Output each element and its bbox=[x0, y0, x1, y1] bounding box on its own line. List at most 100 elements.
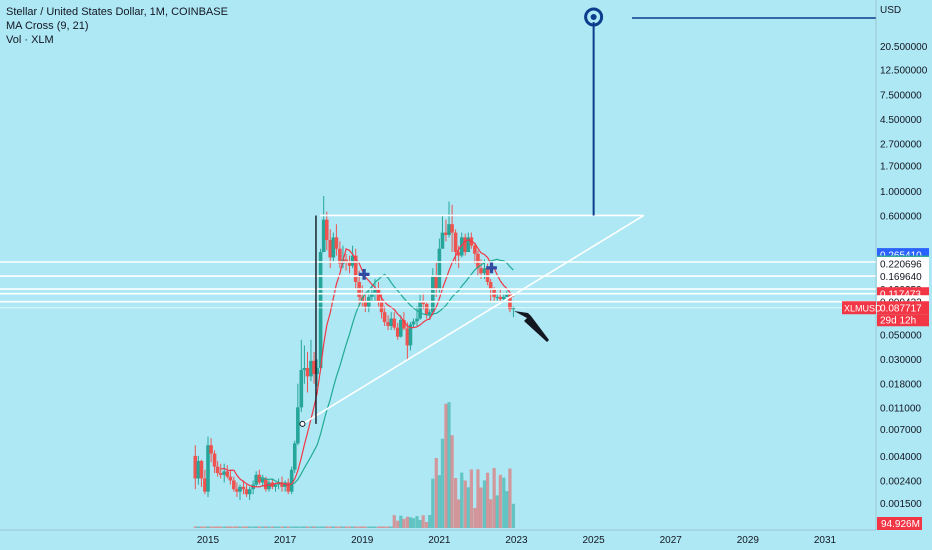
volume-bar bbox=[293, 526, 297, 528]
volume-bar bbox=[290, 526, 294, 528]
volume-bar bbox=[299, 526, 303, 528]
volume-bar bbox=[351, 526, 355, 528]
target-icon bbox=[584, 7, 604, 27]
candle-body bbox=[218, 473, 223, 475]
volume-bar bbox=[402, 518, 406, 528]
volume-bar bbox=[392, 515, 396, 528]
x-tick-label: 2029 bbox=[737, 535, 760, 546]
candle-body bbox=[257, 474, 262, 483]
volume-bar bbox=[453, 478, 458, 528]
price-label: 0.117473 bbox=[880, 290, 921, 301]
volume-bar bbox=[193, 526, 197, 528]
y-tick-label: 0.002400 bbox=[880, 476, 922, 487]
volume-bar bbox=[212, 526, 217, 528]
candle-body bbox=[235, 489, 239, 492]
volume-label: 94.926M bbox=[881, 519, 920, 530]
candle-body bbox=[264, 478, 268, 490]
volume-bar bbox=[244, 526, 249, 528]
candle-body bbox=[370, 292, 374, 297]
candle-body bbox=[276, 482, 281, 485]
volume-bar bbox=[315, 526, 319, 528]
x-tick-label: 2025 bbox=[583, 535, 606, 546]
volume-bar bbox=[254, 526, 258, 528]
x-tick-label: 2023 bbox=[505, 535, 528, 546]
candle-body bbox=[405, 328, 410, 346]
candle-body bbox=[212, 453, 217, 467]
candle-body bbox=[482, 268, 487, 274]
volume-bar bbox=[248, 526, 252, 528]
volume-bar bbox=[508, 468, 512, 528]
volume-bar bbox=[334, 526, 339, 528]
candle-body bbox=[437, 248, 442, 289]
volume-bar bbox=[434, 458, 438, 528]
x-tick-label: 2031 bbox=[814, 535, 837, 546]
y-tick-label: 0.001500 bbox=[880, 499, 922, 510]
candle-body bbox=[299, 369, 304, 408]
candle-body bbox=[434, 275, 439, 289]
currency-label: USD bbox=[880, 5, 901, 16]
y-tick-label: 12.500000 bbox=[880, 66, 928, 77]
x-tick-label: 2019 bbox=[351, 535, 374, 546]
candle-body bbox=[206, 445, 210, 492]
volume-bar bbox=[276, 526, 281, 528]
candle-body bbox=[289, 469, 294, 492]
price-label: 0.220696 bbox=[880, 259, 922, 270]
volume-bar bbox=[219, 526, 223, 528]
volume-bar bbox=[222, 526, 226, 528]
volume-bar bbox=[367, 526, 371, 528]
candle-body bbox=[418, 301, 422, 319]
candle-body bbox=[296, 407, 300, 444]
candle-body bbox=[479, 268, 483, 274]
volume-bar bbox=[428, 515, 432, 528]
candle-body bbox=[238, 486, 242, 492]
volume-bar bbox=[206, 526, 210, 528]
countdown-label: 29d 12h bbox=[880, 316, 916, 327]
volume-bar bbox=[341, 526, 345, 528]
volume-bar bbox=[283, 526, 287, 528]
volume-bar bbox=[396, 520, 400, 528]
volume-bar bbox=[511, 503, 516, 528]
candle-body bbox=[241, 486, 246, 490]
volume-bar bbox=[196, 526, 200, 528]
candle-body bbox=[292, 443, 297, 470]
legend-title: Stellar / United States Dollar, 1M, COIN… bbox=[6, 6, 228, 18]
candle-body bbox=[363, 301, 368, 307]
candle-body bbox=[228, 476, 233, 481]
volume-bar bbox=[373, 526, 377, 528]
ma-fast-line bbox=[220, 239, 514, 488]
candle-body bbox=[273, 484, 278, 487]
candle-body bbox=[267, 482, 271, 490]
volume-bar bbox=[209, 526, 213, 528]
volume-bar bbox=[228, 526, 232, 528]
candle-body bbox=[488, 281, 493, 289]
candle-body bbox=[283, 482, 287, 487]
volume-bar bbox=[437, 475, 441, 528]
y-tick-label: 20.500000 bbox=[880, 42, 928, 53]
ma-cross-marker: ✚ bbox=[486, 260, 498, 276]
candle-body bbox=[501, 296, 506, 300]
candle-body bbox=[225, 471, 230, 477]
candle-body bbox=[382, 312, 387, 323]
volume-bar bbox=[498, 474, 502, 528]
annotation-arrow bbox=[514, 311, 549, 342]
candle-body bbox=[260, 478, 265, 483]
volume-bar bbox=[489, 499, 493, 528]
candle-body bbox=[511, 307, 516, 310]
volume-bar bbox=[411, 518, 416, 528]
volume-bar bbox=[476, 469, 480, 528]
candle-body bbox=[286, 482, 291, 492]
ma-cross-marker: ✚ bbox=[358, 267, 370, 283]
volume-bar bbox=[322, 526, 326, 528]
candle-body bbox=[459, 237, 464, 256]
volume-bar bbox=[251, 526, 255, 528]
symbol-label: XLMUSD bbox=[844, 304, 882, 314]
volume-bar bbox=[418, 520, 422, 528]
volume-bar bbox=[389, 526, 393, 528]
volume-bar bbox=[379, 526, 384, 528]
candle-body bbox=[505, 294, 509, 297]
candle-body bbox=[312, 360, 316, 375]
candle-body bbox=[466, 237, 471, 253]
candle-body bbox=[209, 445, 213, 454]
y-tick-label: 7.500000 bbox=[880, 90, 922, 101]
